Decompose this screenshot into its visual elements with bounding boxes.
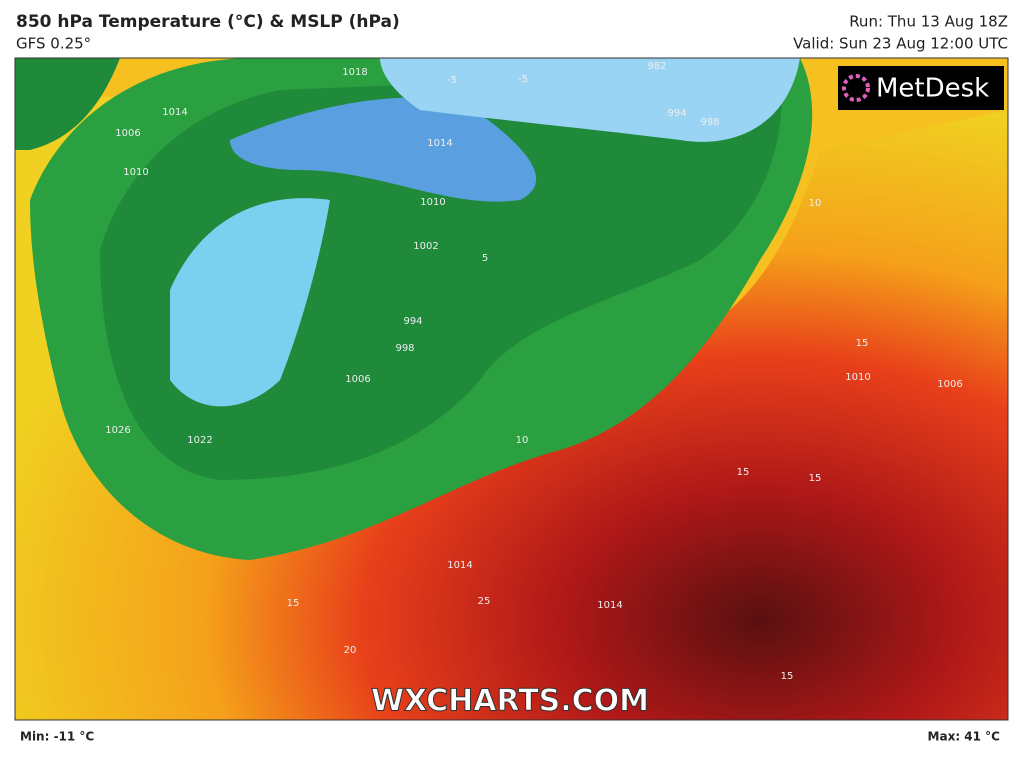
isotherm-label: 10	[516, 435, 529, 446]
valid: Valid: Sun 23 Aug 12:00 UTC	[793, 35, 1008, 53]
model: GFS 0.25°	[16, 35, 91, 53]
isotherm-label: 15	[809, 473, 822, 484]
logo-icon	[842, 74, 870, 102]
run: Run: Thu 13 Aug 18Z	[849, 13, 1008, 31]
isobar-label: 1014	[162, 107, 187, 118]
isobar-label: 1010	[845, 372, 870, 383]
max-label: Max: 41 °C	[928, 730, 1001, 744]
isobar-label: 1014	[597, 600, 622, 611]
isobar-label: 1006	[345, 374, 370, 385]
isobar-label: 994	[403, 316, 422, 327]
isobar-label: 998	[395, 343, 414, 354]
isobar-label: 994	[667, 108, 686, 119]
isotherm-label: -5	[518, 74, 528, 85]
logo-box	[838, 66, 1004, 110]
isobar-label: 1002	[413, 241, 438, 252]
isotherm-label: 20	[344, 645, 357, 656]
isobar-label: 998	[700, 117, 719, 128]
logo: MetDesk	[876, 74, 989, 104]
isotherm-label: -5	[447, 75, 457, 86]
isotherm-label: 10	[809, 198, 822, 209]
title: 850 hPa Temperature (°C) & MSLP (hPa)	[16, 12, 400, 32]
map: WXCHARTS.COM	[15, 58, 1008, 720]
isobar-label: 982	[647, 61, 666, 72]
isotherm-label: 5	[482, 253, 488, 264]
isotherm-label: 15	[856, 338, 869, 349]
isotherm-label: 15	[737, 467, 750, 478]
isobar-label: 1018	[342, 67, 367, 78]
isotherm-label: 25	[478, 596, 491, 607]
watermark: WXCHARTS.COM	[371, 684, 649, 719]
isobar-label: 1010	[420, 197, 445, 208]
isobar-label: 1026	[105, 425, 130, 436]
isobar-label: 1006	[937, 379, 962, 390]
isotherm-label: 15	[781, 671, 794, 682]
isobar-label: 1010	[123, 167, 148, 178]
isobar-label: 1022	[187, 435, 212, 446]
map-frame	[14, 57, 1009, 721]
isobar-label: 1006	[115, 128, 140, 139]
isotherm-label: 15	[287, 598, 300, 609]
isobar-label: 1014	[447, 560, 472, 571]
isobar-label: 1014	[427, 138, 452, 149]
min-label: Min: -11 °C	[20, 730, 94, 744]
contour-labels: 1018101410101006100299899410061010101410…	[105, 61, 962, 682]
